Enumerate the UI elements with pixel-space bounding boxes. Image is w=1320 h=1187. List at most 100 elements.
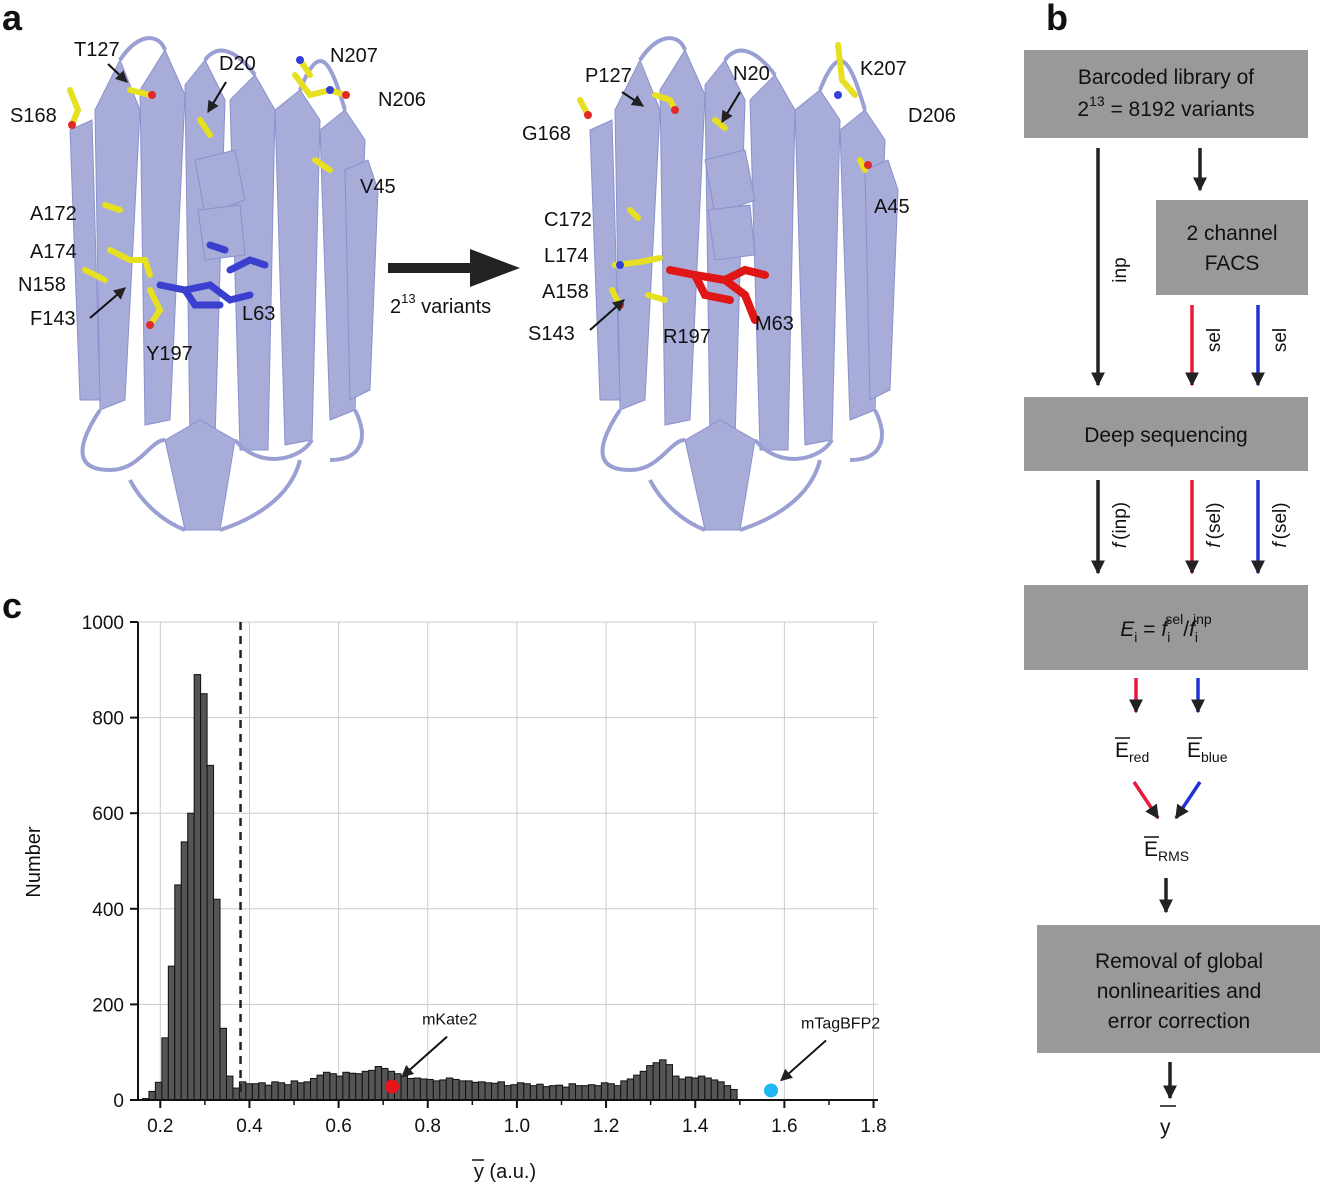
histogram-bar	[620, 1080, 628, 1101]
residue-label-T127: T127	[74, 39, 120, 61]
residue-pointer-P127	[621, 91, 644, 107]
marker-label: mKate2	[422, 1012, 477, 1029]
histogram-bar	[271, 1081, 279, 1101]
residue-label-F143: F143	[30, 308, 76, 330]
histogram-bar	[458, 1080, 467, 1101]
marker-pointer	[780, 1039, 827, 1082]
marker-pointer	[401, 1035, 448, 1078]
marker-mkate2	[385, 1079, 400, 1094]
flow-e-red: Ered	[1115, 739, 1149, 765]
residue-label-Y197: Y197	[146, 343, 193, 365]
residue-label-N206: N206	[378, 89, 426, 111]
histogram-bar	[167, 965, 176, 1101]
histogram-bar	[639, 1070, 648, 1101]
residue-label-V45: V45	[360, 176, 396, 198]
protein-structure-right	[577, 36, 899, 532]
histogram-bar	[568, 1083, 577, 1101]
flow-arrow-rms-red	[1132, 781, 1160, 820]
y-axis-ticks: 0 200 400 600 800 1000	[82, 613, 138, 1112]
residue-label-A45: A45	[874, 196, 910, 218]
histogram-bar	[200, 693, 208, 1101]
histogram-bar	[646, 1065, 654, 1101]
residue-label-A172: A172	[30, 203, 77, 225]
flow-box-library	[1024, 50, 1308, 138]
histogram-bar	[264, 1084, 273, 1101]
flow-box-sequencing	[1024, 397, 1308, 471]
histogram-bar	[678, 1078, 686, 1101]
histogram-bar	[342, 1071, 350, 1101]
mutation-arrow-label: 213 variants	[390, 291, 491, 318]
histogram-bar	[613, 1085, 622, 1101]
y-tick-label: 1000	[82, 613, 124, 634]
flow-label-f-sel-red: f(sel)	[1204, 502, 1225, 547]
residue-pointer-D20	[207, 81, 227, 114]
flow-label-f-inp: f(inp)	[1110, 502, 1131, 548]
residue-pointer-F143	[89, 287, 126, 319]
histogram-bar	[484, 1082, 493, 1101]
flow-box-removal	[1037, 925, 1320, 1053]
histogram-bar	[665, 1064, 673, 1101]
x-tick-label: 1.2	[593, 1116, 619, 1137]
histogram-bar	[322, 1071, 331, 1101]
flow-label-inp: inp	[1110, 257, 1131, 282]
residue-label-A174: A174	[30, 241, 77, 263]
flow-label-sel-red: sel	[1204, 328, 1225, 352]
histogram-bar	[180, 841, 189, 1101]
histogram-bar	[413, 1077, 421, 1101]
y-tick-label: 0	[113, 1091, 124, 1112]
residue-label-D206: D206	[908, 105, 956, 127]
histogram-bar	[581, 1085, 589, 1101]
histogram-bar	[277, 1082, 286, 1101]
histogram-bar	[161, 1037, 169, 1101]
panel-letter-b: b	[1046, 0, 1068, 38]
y-tick-label: 200	[92, 995, 124, 1016]
histogram-bar	[497, 1081, 505, 1101]
residue-label-A158: A158	[542, 281, 589, 303]
residue-label-R197: R197	[663, 326, 711, 348]
panel-letter-a: a	[2, 0, 23, 38]
histogram-bar	[704, 1077, 712, 1101]
flow-box-library-line1: Barcoded library of	[1078, 66, 1254, 89]
histogram-bar	[600, 1082, 609, 1101]
flow-box-facs-line2: FACS	[1205, 252, 1260, 275]
flow-box-facs	[1156, 200, 1308, 295]
histogram-bar	[510, 1084, 518, 1101]
flow-label-f-sel-blue: f(sel)	[1270, 502, 1291, 547]
flow-label-sel-blue: sel	[1270, 328, 1291, 352]
flow-e-rms: ERMS	[1144, 838, 1189, 864]
histogram-bar	[193, 674, 202, 1101]
histogram-bar	[213, 898, 221, 1101]
residue-label-K207: K207	[860, 58, 907, 80]
histogram-bar	[245, 1083, 253, 1101]
x-axis-ticks: 0.2 0.4 0.6 0.8 1.0 1.2 1.4 1.6 1.8	[147, 1100, 887, 1137]
flow-box-enrichment	[1024, 585, 1308, 670]
histogram-bar	[174, 884, 182, 1101]
chart-markers: mKate2 mTagBFP2	[385, 1012, 880, 1098]
residue-label-D20: D20	[219, 53, 256, 75]
histogram-bar	[536, 1083, 544, 1101]
residue-label-S168: S168	[10, 105, 57, 127]
histogram-bar	[478, 1081, 486, 1101]
residue-pointer-N20	[721, 91, 741, 124]
histogram-bar	[529, 1085, 538, 1101]
residue-label-N158: N158	[18, 274, 66, 296]
histogram-bar	[187, 812, 195, 1101]
histogram-bar	[633, 1074, 641, 1101]
residue-label-G168: G168	[522, 123, 571, 145]
marker-label: mTagBFP2	[801, 1015, 880, 1032]
x-tick-label: 0.8	[415, 1116, 441, 1137]
flow-box-enrichment-formula: Ei = fisel/fiinp	[1120, 611, 1212, 645]
histogram-bar	[471, 1081, 480, 1101]
marker-mtagbfp2	[764, 1083, 779, 1098]
histogram-bar	[426, 1078, 434, 1101]
flow-box-removal-line3: error correction	[1108, 1010, 1250, 1033]
histogram-bar	[439, 1079, 447, 1101]
histogram-bar	[626, 1078, 635, 1101]
histogram-bar	[723, 1085, 732, 1101]
histogram-bar	[445, 1077, 454, 1101]
histogram-bar	[316, 1074, 324, 1101]
histogram-bar	[361, 1070, 370, 1101]
histogram-bar	[710, 1079, 719, 1101]
histogram-bar	[154, 1081, 163, 1101]
